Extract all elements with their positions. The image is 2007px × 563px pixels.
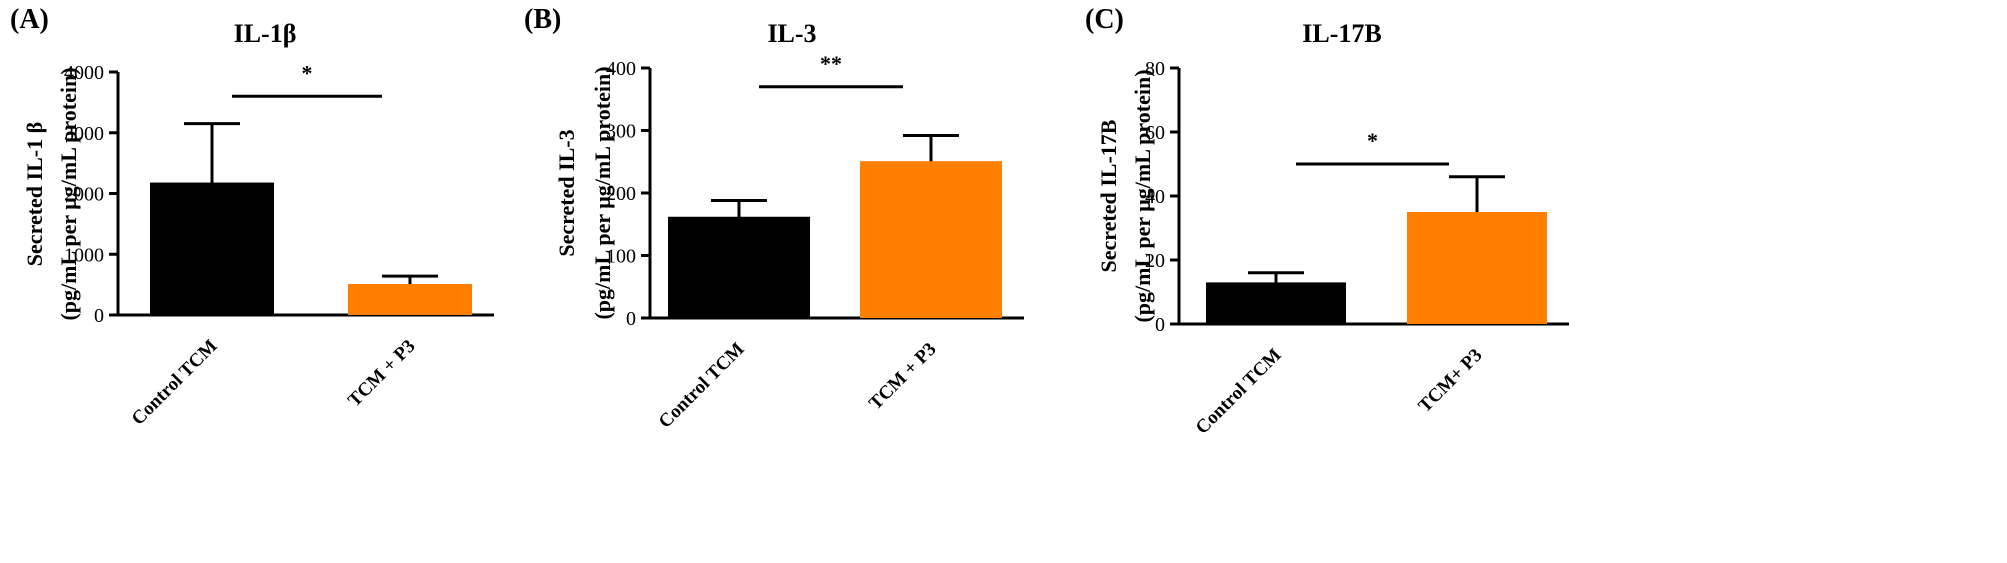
y-axis-unit-label: (pg/mL per μg/mL protein) [56,67,81,320]
y-axis-unit-label: (pg/mL per μg/mL protein) [1130,69,1155,322]
y-tick-label: 80 [1145,58,1165,80]
significance-marker: ** [820,51,842,76]
y-tick-label: 4000 [64,62,104,84]
bar [1407,212,1547,324]
y-tick-label: 400 [606,58,636,80]
y-tick-label: 2000 [64,184,104,206]
chart-title: IL-17B [1302,19,1381,48]
chart-panel-3: (C) IL-17B Secreted IL-17B (pg/mL per μg/mL… [1085,4,1569,439]
y-axis-label: Secreted IL-3 [554,129,579,256]
y-tick-label: 60 [1145,122,1165,144]
y-tick-label: 200 [606,183,636,205]
y-tick-label: 40 [1145,186,1165,208]
bar [150,182,274,315]
y-axis-unit-label: (pg/mL per μg/mL protein) [590,66,615,319]
panel-label: (A) [10,4,49,35]
panel-label: (B) [524,4,561,35]
x-category-label: Control TCM [1192,345,1286,439]
x-category-label: TCM + P3 [865,339,940,414]
chart-panel-2: (B) IL-3 Secreted IL-3 (pg/mL per μg/mL pro… [524,4,1024,433]
x-category-label: Control TCM [128,336,222,430]
y-tick-label: 0 [94,305,104,327]
y-tick-label: 20 [1145,250,1165,272]
y-axis-label: Secreted IL-17B [1096,119,1121,272]
bar [1206,282,1346,324]
significance-marker: * [302,60,313,85]
y-axis-label: Secreted IL-1 β [22,122,47,266]
significance-marker: * [1367,128,1378,153]
y-tick-label: 0 [1155,314,1165,336]
y-tick-label: 100 [606,246,636,268]
chart-panel-1: (A) IL-1β Secreted IL-1 β (pg/mL per μg/mL … [10,4,494,430]
y-tick-label: 0 [626,308,636,330]
y-tick-label: 1000 [64,244,104,266]
x-category-label: Control TCM [655,339,749,433]
y-tick-label: 3000 [64,123,104,145]
chart-title: IL-1β [234,19,297,48]
y-tick-label: 300 [606,121,636,143]
bar [348,284,472,315]
chart-title: IL-3 [767,19,816,48]
x-category-label: TCM+ P3 [1414,345,1486,417]
x-category-label: TCM + P3 [344,336,419,411]
panel-label: (C) [1085,4,1124,35]
bar [860,161,1002,318]
bar [668,216,810,318]
